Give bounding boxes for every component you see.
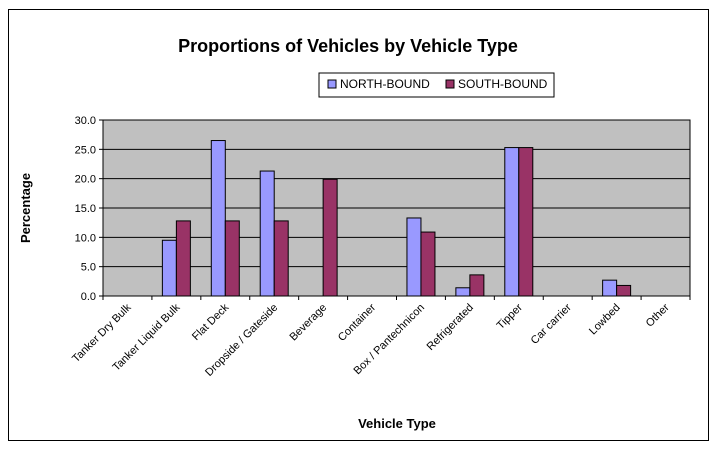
- north-bound-bar: [602, 279, 618, 297]
- x-tick-label: Flat Deck: [190, 301, 232, 343]
- y-tick-label: 5.0: [81, 262, 96, 274]
- legend-swatch-south: [445, 79, 455, 89]
- y-tick-label: 15.0: [75, 203, 96, 215]
- north-bound-bar: [455, 287, 471, 297]
- legend-swatch-north: [327, 79, 337, 89]
- south-bound-bar: [273, 220, 289, 297]
- north-bound-bar: [406, 217, 422, 297]
- legend-label-north: NORTH-BOUND: [340, 77, 430, 91]
- y-axis-ticks: 0.0 5.0 10.0 15.0 20.0 25.0 30.0: [75, 115, 103, 303]
- x-tick-label: Other: [644, 301, 672, 329]
- x-tick-label: Refrigerated: [425, 302, 476, 353]
- south-bound-bar: [322, 178, 338, 297]
- south-bound-bar: [224, 220, 240, 297]
- y-tick-label: 20.0: [75, 174, 96, 186]
- south-bound-bar: [616, 284, 632, 297]
- north-bound-bar: [259, 170, 275, 297]
- y-tick-label: 25.0: [75, 144, 96, 156]
- north-bound-bar: [504, 147, 520, 297]
- legend-box: [318, 72, 555, 98]
- north-bound-bar: [161, 239, 177, 297]
- south-bound-bar: [518, 147, 534, 297]
- x-axis-title: Vehicle Type: [358, 416, 436, 431]
- x-tick-label: Tipper: [495, 301, 525, 331]
- x-tick-label: Beverage: [287, 302, 329, 344]
- south-bound-bar: [175, 220, 191, 297]
- south-bound-bar: [420, 231, 436, 297]
- x-tick-label: Container: [336, 301, 378, 343]
- chart-title: Proportions of Vehicles by Vehicle Type: [178, 36, 518, 56]
- y-tick-label: 30.0: [75, 115, 96, 127]
- gridlines: [103, 148, 690, 268]
- south-bound-bar: [469, 274, 485, 297]
- north-bound-bar: [210, 140, 226, 297]
- x-tick-label: Car carrier: [529, 301, 574, 346]
- x-tick-label: Lowbed: [587, 302, 623, 338]
- bars: [161, 140, 632, 297]
- legend-label-south: SOUTH-BOUND: [458, 77, 548, 91]
- y-tick-label: 10.0: [75, 232, 96, 244]
- y-tick-label: 0.0: [81, 291, 96, 303]
- y-axis-title: Percentage: [18, 173, 33, 243]
- legend: NORTH-BOUND SOUTH-BOUND: [318, 72, 555, 98]
